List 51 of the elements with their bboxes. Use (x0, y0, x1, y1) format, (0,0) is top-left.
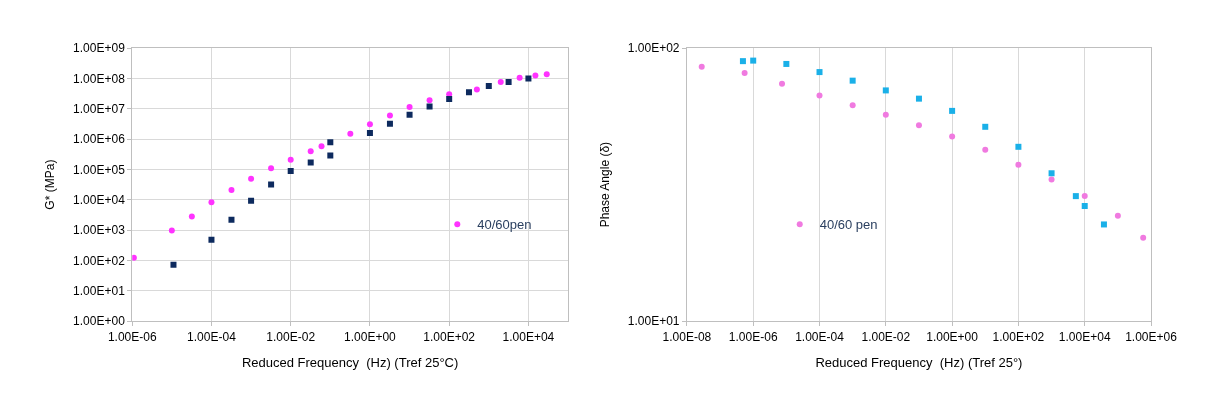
x-tick-label: 1.00E+02 (423, 329, 476, 344)
point (882, 87, 889, 94)
x-tick-label: 1.00E+00 (926, 329, 979, 344)
legend-label: 40/60pen (477, 217, 532, 233)
x-tick-label: 1.00E+02 (992, 329, 1045, 344)
x-tick-label: 1.00E+04 (1058, 329, 1111, 344)
point (1114, 212, 1121, 219)
y-tick-label: 1.00E+09 (73, 41, 126, 56)
y-tick-label: 1.00E+02 (73, 253, 126, 268)
point (1015, 161, 1022, 168)
point (849, 102, 856, 109)
x-tick-label: 1.00E-02 (861, 329, 911, 344)
point (949, 107, 956, 114)
point (1015, 143, 1022, 150)
x-tick-label: 1.00E-02 (266, 329, 316, 344)
point (816, 69, 823, 76)
point (750, 57, 757, 64)
x-tick-label: 1.00E-06 (728, 329, 778, 344)
x-tick-label: 1.00E-04 (795, 329, 845, 344)
y-tick-label: 1.00E+06 (73, 132, 126, 147)
y-tick-label: 1.00E+00 (73, 314, 126, 329)
point (783, 60, 790, 67)
point (915, 95, 922, 102)
point (982, 146, 989, 153)
x-axis-title: Reduced Frequency (Hz) (Tref 25°C) (241, 355, 459, 371)
y-axis-title: Phase Angle (δ) (598, 141, 613, 228)
point (982, 123, 989, 130)
y-axis-title: G* (MPa) (43, 159, 58, 210)
y-tick-label: 1.00E+01 (73, 283, 126, 298)
point (1048, 170, 1055, 177)
y-tick-label: 1.00E+01 (627, 314, 680, 329)
y-tick-label: 1.00E+03 (73, 223, 126, 238)
point (816, 92, 823, 99)
x-tick-label: 1.00E-06 (107, 329, 157, 344)
y-tick-label: 1.00E+05 (73, 162, 126, 177)
y-tick-label: 1.00E+07 (73, 101, 126, 116)
point (949, 133, 956, 140)
x-tick-label: 1.00E-08 (662, 329, 712, 344)
x-tick-label: 1.00E-04 (187, 329, 237, 344)
x-tick-label: 1.00E+00 (344, 329, 397, 344)
y-tick-label: 1.00E+08 (73, 71, 126, 86)
y-tick-label: 1.00E+04 (73, 192, 126, 207)
x-axis-title: Reduced Frequency (Hz) (Tref 25°) (815, 355, 1023, 371)
x-tick-label: 1.00E+04 (502, 329, 555, 344)
point (1081, 193, 1088, 200)
point (849, 77, 856, 84)
legend-label: 40/60 pen (819, 217, 878, 233)
x-tick-label: 1.00E+06 (1125, 329, 1178, 344)
point (1048, 176, 1055, 183)
point (882, 111, 889, 118)
point (915, 122, 922, 129)
